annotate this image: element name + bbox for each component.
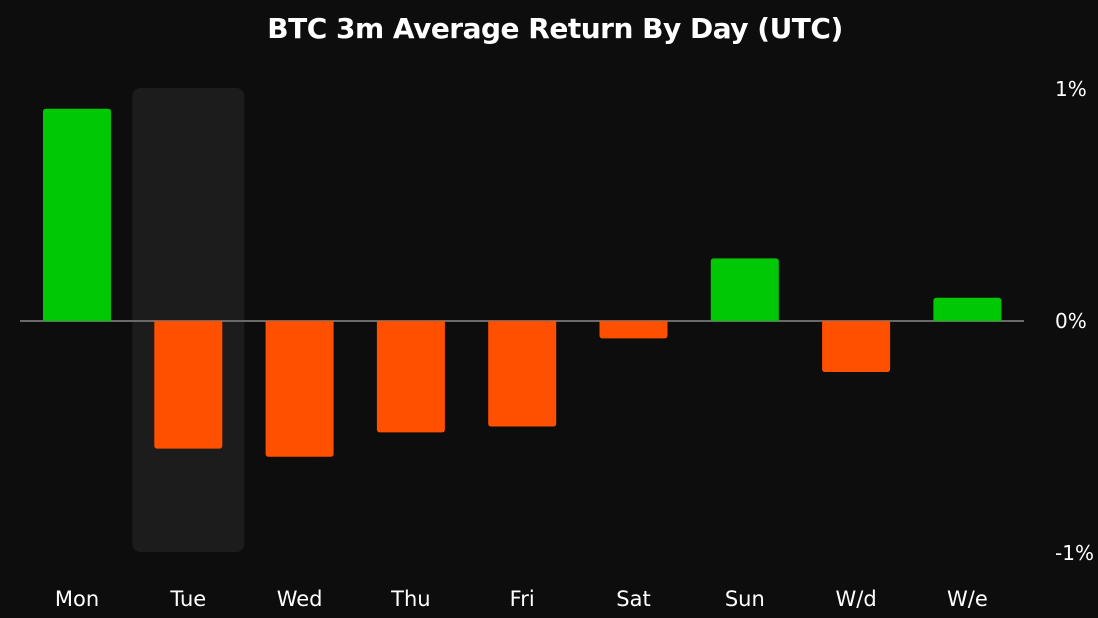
bar-we [933,297,1002,321]
bar-thu [376,321,445,433]
chart-title: BTC 3m Average Return By Day (UTC) [267,12,843,45]
bar-sun [710,258,779,321]
y-tick-label: 0% [1055,309,1087,333]
x-tick-label: W/d [836,587,877,611]
bar-mon [43,108,111,321]
y-tick-label: -1% [1055,541,1094,565]
x-tick-label: Sat [616,587,650,611]
x-tick-label: Wed [277,587,323,611]
y-tick-label: 1% [1055,77,1087,101]
x-tick-label: Tue [169,587,206,611]
x-tick-label: Fri [510,587,535,611]
bar-wed [265,321,334,457]
x-tick-label: Thu [390,587,430,611]
x-tick-label: Mon [55,587,99,611]
bar-tue [154,321,223,449]
bar-sat [599,321,668,339]
x-tick-label: W/e [947,587,988,611]
bar-wd [822,321,891,373]
x-tick-label: Sun [725,587,765,611]
bar-fri [488,321,557,427]
